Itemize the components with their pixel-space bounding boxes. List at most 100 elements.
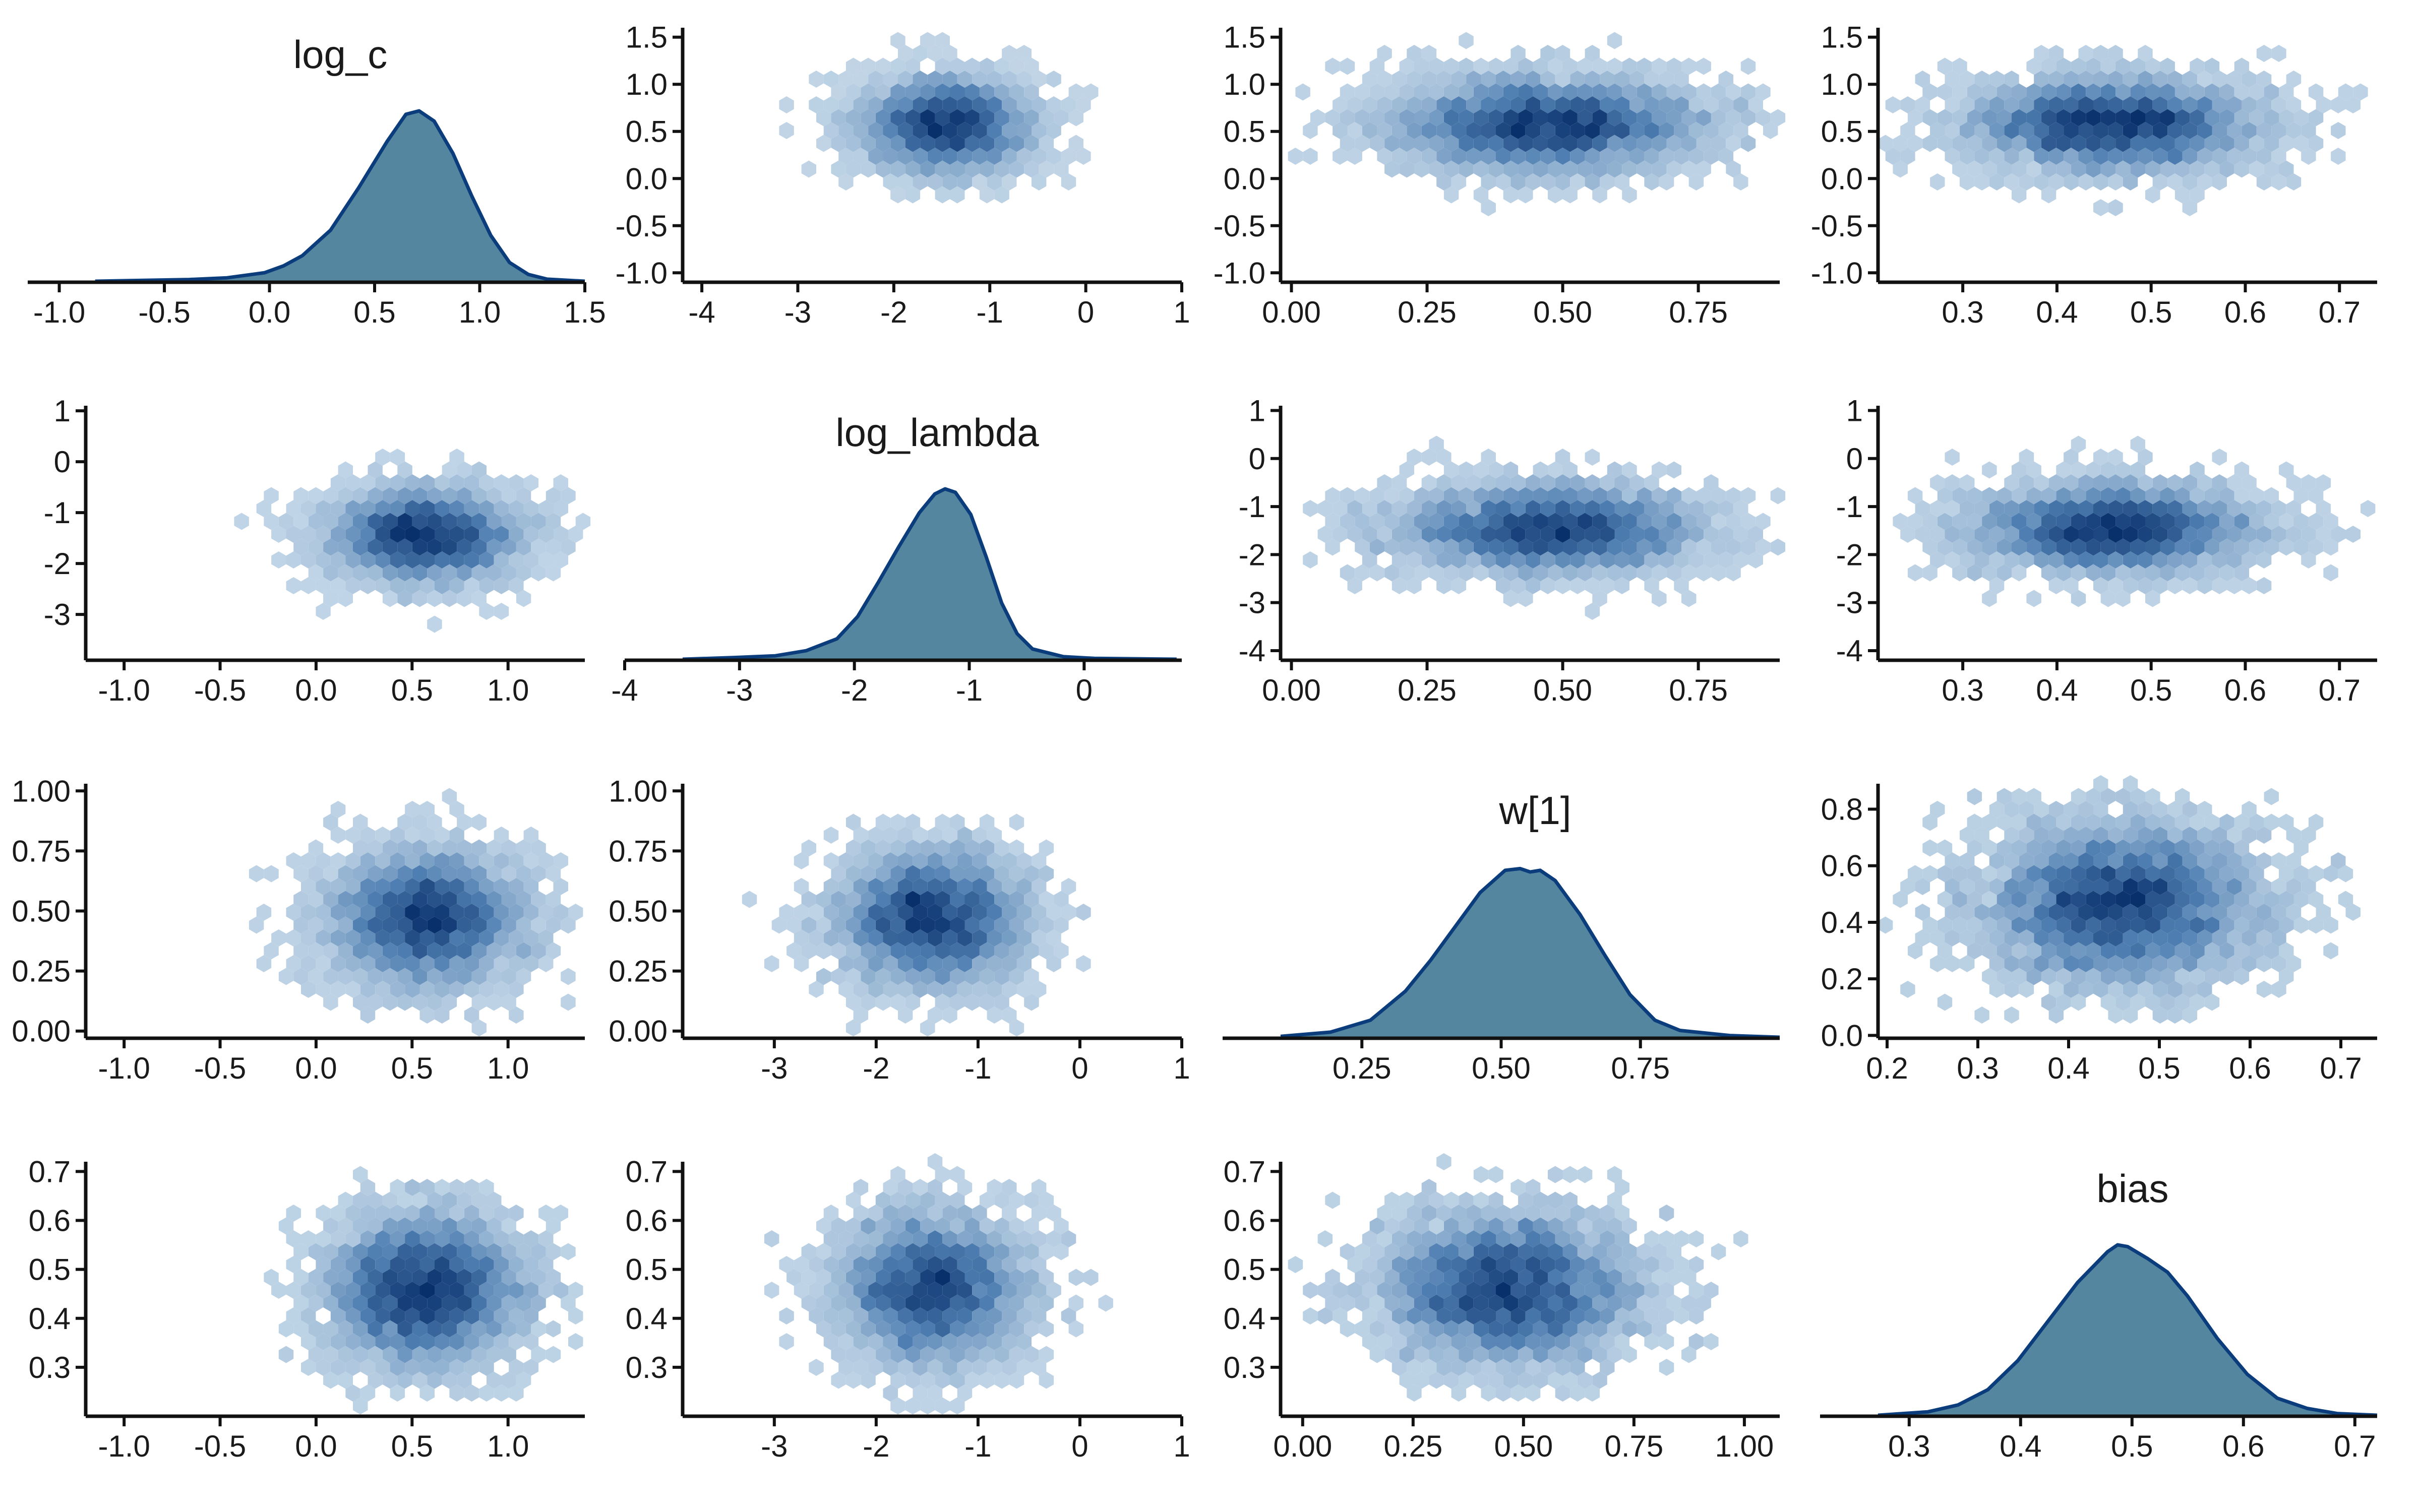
hexbin-log-c-vs-log-lambda-hex-bin [987,122,1002,139]
hexbin-w-1-vs-log-c-hex-bin [264,942,279,960]
hexbin-log-lambda-vs-w-1-hex-bin [1726,538,1741,556]
hexbin-w-1-vs-log-c-hex-bin [301,929,316,947]
hexbin-w-1-vs-bias-hex-bin [2286,955,2302,972]
hexbin-w-1-vs-log-lambda-hex-bin [1046,955,1061,972]
hexbin-bias-vs-log-c-hex-bin [509,1282,524,1299]
hexbin-bias-vs-w-1-hex-bin [1451,1359,1467,1376]
hexbin-bias-vs-log-c-hex-bin [353,1217,368,1235]
hexbin-w-1-vs-bias-hex-bin [2100,891,2116,908]
hexbin-w-1-vs-log-c-hex-bin [390,904,405,921]
hexbin-w-1-vs-bias-hex-bin [2182,981,2198,998]
hexbin-log-c-vs-w-1-hex-bin [1637,160,1652,178]
hexbin-log-lambda-vs-log-c-hex-bin [301,577,316,594]
hexbin-log-lambda-vs-bias-hex-bin [2197,474,2212,491]
hexbin-log-lambda-vs-log-c-hex-bin [308,564,324,582]
hexbin-log-lambda-vs-w-1-hex-bin [1726,564,1741,582]
hexbin-w-1-vs-bias-hex-bin [2064,827,2079,844]
hexbin-log-c-vs-w-1-hex-bin [1303,148,1318,165]
hexbin-w-1-vs-bias-hex-bin [2323,916,2338,934]
hexbin-w-1-vs-bias-hex-bin [1996,942,2012,960]
hexbin-log-c-vs-bias-hex-bin [2093,96,2108,113]
hexbin-w-1-vs-bias-hex-bin [2004,878,2019,895]
hexbin-log-lambda-vs-bias-hex-bin [2182,526,2198,543]
hexbin-log-lambda-vs-w-1-hex-bin [1466,474,1481,491]
hexbin-w-1-vs-log-c-hex-bin [382,891,398,908]
hexbin-bias-vs-log-lambda-hex-bin [838,1230,854,1247]
hexbin-w-1-vs-log-c-hex-bin [487,942,502,960]
hexbin-log-lambda-vs-log-c-hex-bin [442,538,457,556]
hexbin-log-c-vs-log-lambda-hex-bin [935,32,950,49]
hexbin-log-c-vs-log-lambda-hex-bin [987,148,1002,165]
hexbin-bias-vs-log-c-hex-bin [427,1217,442,1235]
hexbin-log-lambda-vs-bias-hex-bin [2145,538,2160,556]
hexbin-w-1-vs-log-lambda-hex-bin [868,852,883,869]
hexbin-log-c-vs-bias-hex-bin [2234,160,2250,178]
hexbin-bias-vs-log-c-panel: -1.0 -0.5 0.0 0.5 1.00.30.40.50.60.7 [29,1155,585,1463]
hexbin-bias-vs-w-1-hex-bin [1518,1243,1533,1261]
hexbin-log-lambda-vs-w-1-hex-bin [1652,538,1667,556]
hexbin-w-1-vs-log-lambda-hex-bin [1054,891,1069,908]
hexbin-bias-vs-log-c-hex-bin [427,1320,442,1338]
hexbin-log-lambda-vs-w-1-hex-bin [1614,551,1629,569]
hexbin-bias-vs-log-lambda-hex-bin [905,1371,921,1389]
hexbin-log-lambda-vs-log-c-hex-bin [494,551,509,569]
hexbin-log-c-vs-bias-y-tick-label: -0.5 [1811,209,1863,243]
hexbin-w-1-vs-log-c-hex-bin [494,904,509,921]
hexbin-log-c-vs-log-lambda-x-tick-label: 0 [1077,295,1094,329]
hexbin-w-1-vs-log-lambda-hex-bin [1009,942,1024,960]
hexbin-w-1-vs-log-lambda-hex-bin [838,904,854,921]
hexbin-log-c-vs-w-1-hex-bin [1577,57,1593,75]
hexbin-log-lambda-vs-w-1-hex-bin [1340,487,1355,505]
hexbin-bias-vs-w-1-hex-bin [1436,1359,1451,1376]
hexbin-w-1-vs-bias-hex-bin [2004,955,2019,972]
hexbin-bias-vs-w-1-hex-bin [1562,1166,1578,1183]
hexbin-log-lambda-vs-w-1-hex-bin [1414,487,1429,505]
hexbin-log-lambda-vs-w-1-hex-bin [1644,551,1659,569]
hexbin-w-1-vs-bias-hex-bin [2071,993,2086,1011]
hexbin-w-1-vs-log-c-hex-bin [390,827,405,844]
hexbin-w-1-vs-bias-hex-bin [1907,865,1923,883]
hexbin-log-c-vs-bias-hex-bin [2264,83,2279,101]
hexbin-w-1-vs-log-c-hex-bin [308,865,324,883]
hexbin-log-c-vs-bias-hex-bin [2130,57,2145,75]
hexbin-bias-vs-w-1-hex-bin [1562,1371,1578,1389]
hexbin-w-1-vs-log-lambda-hex-bin [868,827,883,844]
hexbin-log-lambda-vs-log-c-hex-bin [471,590,487,607]
hexbin-w-1-vs-bias-hex-bin [2019,878,2034,895]
hexbin-bias-vs-log-c-hex-bin [457,1269,472,1286]
hexbin-log-lambda-vs-bias-hex-bin [1952,538,1967,556]
hexbin-bias-vs-log-c-hex-bin [390,1282,405,1299]
hexbin-w-1-vs-bias-hex-bin [2190,916,2205,934]
hexbin-w-1-vs-log-lambda-hex-bin [794,955,809,972]
hexbin-log-lambda-vs-w-1-hex-bin [1473,538,1489,556]
hexbin-w-1-vs-bias-hex-bin [2271,904,2286,921]
hexbin-log-c-vs-w-1-hex-bin [1607,109,1622,127]
hexbin-log-lambda-vs-w-1-hex-bin [1704,526,1719,543]
hexbin-bias-vs-w-1-hex-bin [1496,1205,1511,1222]
hexbin-bias-vs-log-c-hex-bin [390,1384,405,1402]
hexbin-w-1-vs-log-c-hex-bin [546,916,561,934]
hexbin-w-1-vs-log-c-hex-bin [360,1006,376,1024]
hexbin-w-1-vs-log-lambda-hex-bin [883,904,898,921]
hexbin-bias-vs-log-c-hex-bin [471,1243,487,1261]
hexbin-log-c-vs-log-lambda-hex-bin [898,71,913,88]
hexbin-bias-vs-log-lambda-hex-bin [853,1359,869,1376]
hexbin-w-1-vs-log-lambda-hex-bin [1024,865,1039,883]
hexbin-bias-vs-log-c-hex-bin [442,1320,457,1338]
hexbin-log-c-vs-w-1-hex-bin [1443,109,1459,127]
hexbin-log-c-vs-bias-hex-bin [1945,96,1960,113]
hexbin-log-c-vs-w-1-hex-bin [1436,96,1451,113]
hexbin-w-1-vs-log-lambda-hex-bin [1054,942,1069,960]
hexbin-bias-vs-w-1-hex-bin [1666,1269,1681,1286]
hexbin-w-1-vs-log-c-hex-bin [382,865,398,883]
hexbin-log-c-vs-bias-hex-bin [1900,96,1915,113]
hexbin-log-c-vs-bias-hex-bin [2012,186,2027,204]
hexbin-bias-vs-log-c-hex-bin [435,1256,450,1273]
density-log-c-curve [95,109,585,283]
hexbin-bias-vs-log-c-hex-bin [293,1320,309,1338]
hexbin-w-1-vs-log-c-hex-bin [405,955,420,972]
hexbin-log-c-vs-log-lambda-hex-bin [913,148,928,165]
hexbin-log-c-vs-bias-hex-bin [2064,96,2079,113]
hexbin-log-c-vs-w-1-hex-bin [1718,71,1734,88]
hexbin-log-c-vs-w-1-hex-bin [1562,186,1578,204]
